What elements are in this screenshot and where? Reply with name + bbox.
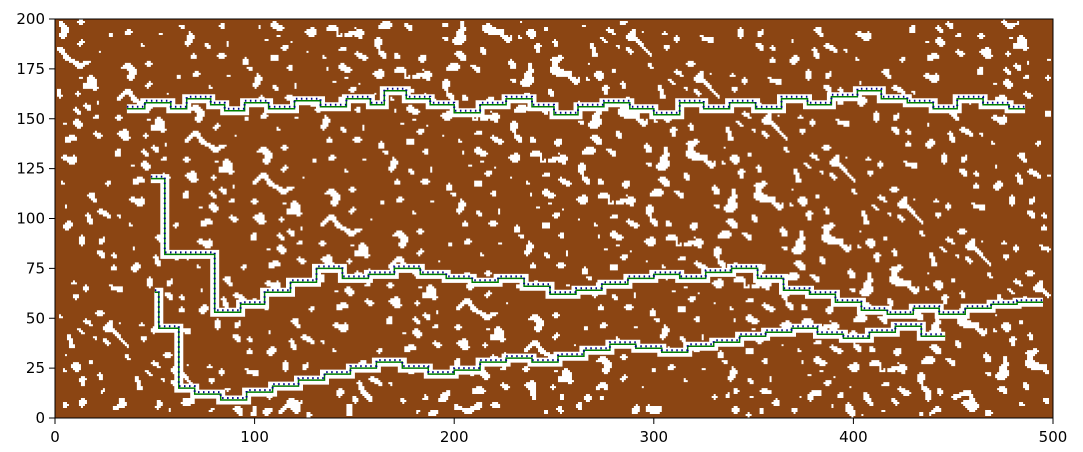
path-markers-2 [154,289,946,399]
y-tick-label: 25 [26,359,45,377]
x-tick-label: 0 [50,428,60,446]
x-tick-label: 300 [639,428,668,446]
y-tick-label: 175 [16,60,45,78]
y-tick-label: 50 [26,309,45,327]
path-markers-0 [126,87,1026,114]
x-axis: 0 100 200 300 400 500 [50,418,1067,446]
y-axis: 0 25 50 75 100 125 150 175 200 [16,10,55,427]
y-tick-label: 150 [16,110,45,128]
path-layer [126,86,1043,405]
x-tick-label: 100 [240,428,269,446]
y-tick-label: 125 [16,160,45,178]
x-tick-label: 500 [1039,428,1068,446]
terrain-layer [55,19,1053,418]
path-line-2 [154,291,946,401]
x-tick-label: 200 [440,428,469,446]
path-line-0 [126,90,1026,116]
y-tick-label: 200 [16,10,45,28]
x-tick-label: 400 [839,428,868,446]
terrain-cells [55,19,1053,418]
y-tick-label: 100 [16,210,45,228]
y-tick-label: 75 [26,259,45,277]
y-tick-label: 0 [35,409,45,427]
